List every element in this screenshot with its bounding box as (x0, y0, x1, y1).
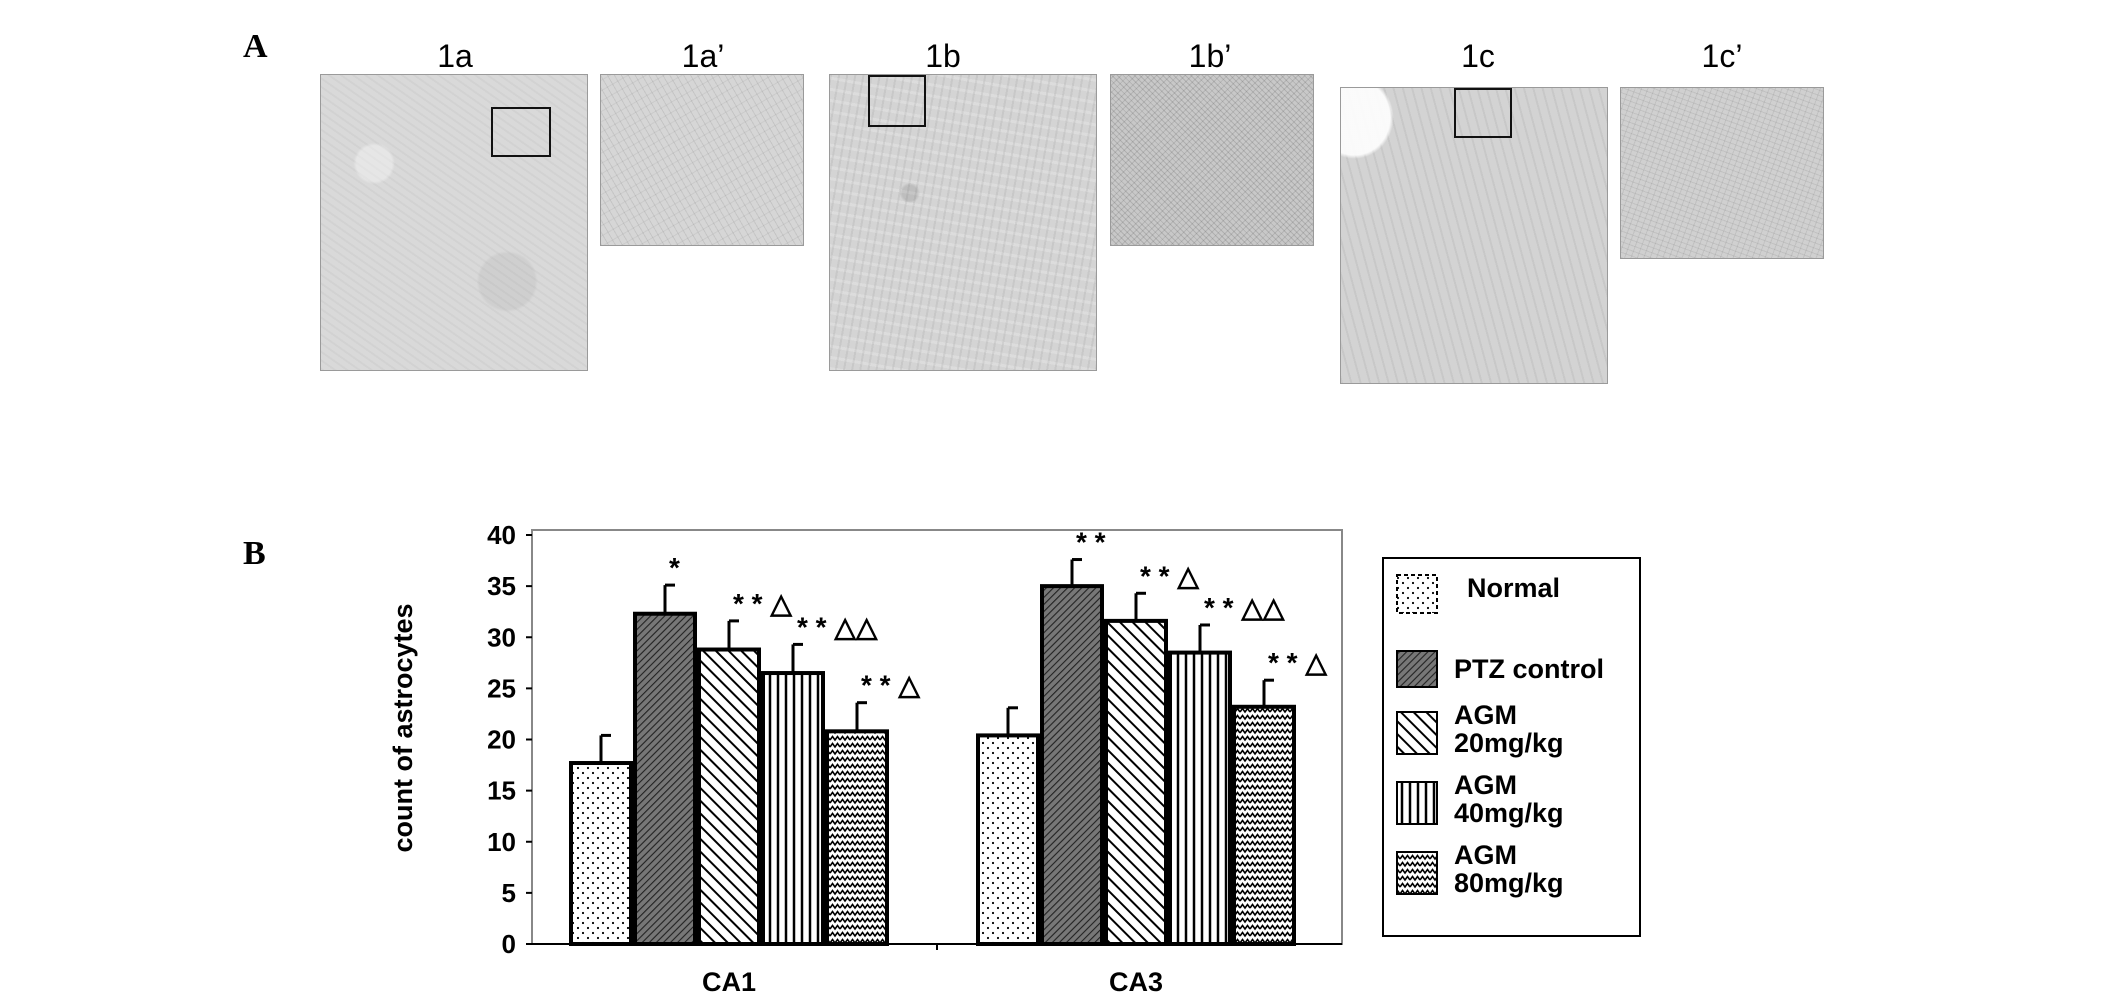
micrograph-label-1c: 1c (1461, 38, 1495, 74)
legend-swatch (1396, 650, 1438, 688)
micrograph-1a-prime (600, 74, 804, 246)
legend-label: Normal (1467, 573, 1560, 603)
y-tick-label: 5 (502, 878, 516, 908)
y-tick-label: 25 (487, 673, 516, 703)
bar (1232, 704, 1296, 947)
y-tick-label: 40 (487, 520, 516, 550)
bar (633, 611, 697, 946)
x-category-label: CA1 (702, 967, 756, 997)
roi-box-1b (868, 75, 926, 127)
roi-box-1c (1454, 88, 1512, 138)
significance-label: * * △ (1140, 560, 1200, 591)
micrograph-label-1a: 1a (437, 38, 473, 74)
y-axis: 0 5 10 15 20 25 30 35 40 (487, 520, 938, 959)
bar (761, 671, 825, 946)
bar (1168, 650, 1232, 947)
x-axis-labels: CA1 CA3 (702, 967, 1163, 997)
legend-swatch (1396, 574, 1438, 614)
y-axis-title: count of astrocytes (388, 603, 418, 852)
bar (1040, 584, 1104, 946)
micrograph-label-1b-prime: 1b’ (1188, 38, 1232, 74)
legend-label: AGM (1454, 770, 1517, 800)
micrograph-1b-prime (1110, 74, 1314, 246)
micrograph-label-1b: 1b (925, 38, 961, 74)
significance-label: * * △ (861, 670, 921, 701)
micrograph-label-1c-prime: 1c’ (1701, 38, 1743, 74)
legend-swatch (1396, 711, 1438, 755)
significance-label: * * △△ (797, 611, 879, 642)
significance-label: * * (1076, 527, 1106, 558)
micrograph-1b (829, 74, 1097, 371)
bars-group: ** * △* * △△* * △* ** * △* * △△* * △ (569, 527, 1328, 947)
panel-b-letter: B (243, 535, 266, 572)
bar (825, 729, 889, 946)
bar (976, 733, 1040, 946)
micrograph-1c (1340, 87, 1608, 384)
panel-a-letter: A (243, 28, 268, 65)
legend-label: 20mg/kg (1454, 728, 1564, 758)
y-tick-label: 0 (502, 929, 516, 959)
significance-label: * * △ (1268, 647, 1328, 678)
significance-label: * (669, 552, 680, 583)
legend-label: AGM (1454, 700, 1517, 730)
significance-label: * * △△ (1204, 592, 1286, 623)
y-tick-label: 15 (487, 776, 516, 806)
bar (569, 761, 633, 947)
legend-label: 80mg/kg (1454, 868, 1564, 898)
micrograph-label-1a-prime: 1a’ (681, 38, 725, 74)
roi-box-1a (491, 107, 551, 157)
micrograph-1c-prime (1620, 87, 1824, 259)
legend-label: 40mg/kg (1454, 798, 1564, 828)
y-tick-label: 20 (487, 725, 516, 755)
bar (697, 647, 761, 947)
y-tick-label: 35 (487, 571, 516, 601)
x-category-label: CA3 (1109, 967, 1163, 997)
bar (1104, 618, 1168, 946)
micrograph-1a (320, 74, 588, 371)
legend-swatch (1396, 781, 1438, 825)
legend-swatch (1396, 851, 1438, 895)
legend-label: AGM (1454, 840, 1517, 870)
y-tick-label: 30 (487, 622, 516, 652)
significance-label: * * △ (733, 588, 793, 619)
legend-label: PTZ control (1454, 654, 1604, 684)
y-tick-label: 10 (487, 827, 516, 857)
